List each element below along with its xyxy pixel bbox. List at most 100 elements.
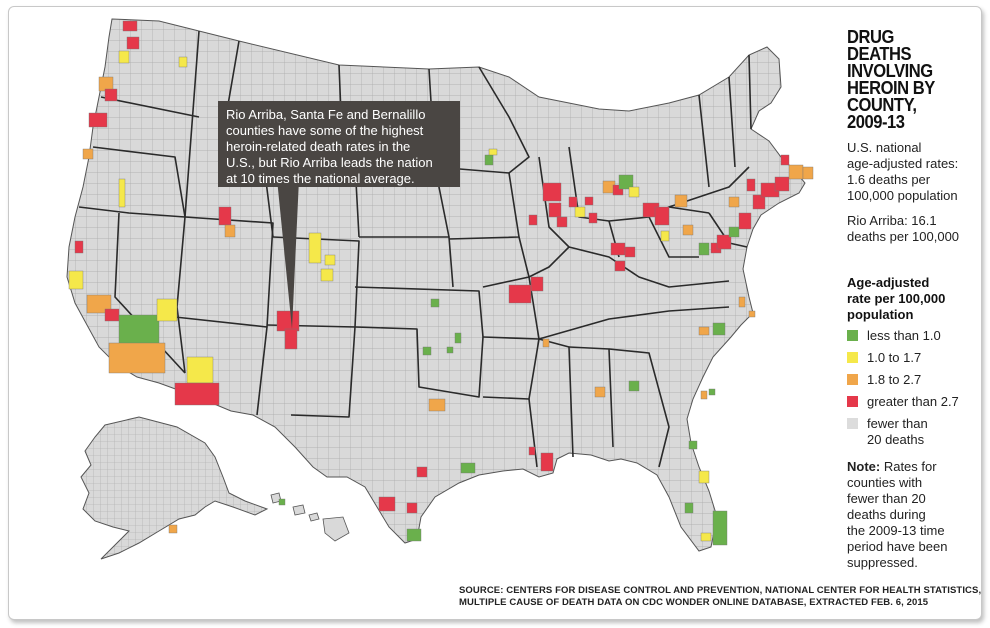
highlighted-county (728, 196, 740, 208)
highlighted-county (430, 298, 440, 308)
title-line: INVOLVING (847, 61, 933, 81)
highlighted-county (584, 196, 594, 206)
legend-swatch-orange (847, 374, 858, 385)
legend-swatch-red (847, 396, 858, 407)
highlighted-county (88, 112, 108, 128)
highlighted-county (284, 328, 298, 350)
highlighted-county (738, 212, 752, 230)
legend-label: greater than 2.7 (867, 394, 959, 409)
callout-pointer (277, 179, 299, 329)
highlighted-county (588, 212, 598, 224)
highlighted-county (488, 148, 498, 156)
highlighted-county (168, 524, 178, 534)
callout-line: U.S., but Rio Arriba leads the nation (226, 155, 433, 170)
highlighted-county (74, 240, 84, 254)
highlighted-county (712, 510, 728, 546)
highlighted-county (618, 174, 634, 190)
highlighted-county (186, 356, 214, 384)
map-title: DRUG DEATHS INVOLVING HEROIN BY COUNTY, … (847, 27, 976, 132)
highlighted-county (86, 294, 112, 314)
legend-label: less than 1.0 (867, 328, 941, 343)
note-text: Note: Rates for counties with fewer than… (847, 459, 981, 571)
note-line: suppressed. (847, 555, 918, 570)
highlighted-county (422, 346, 432, 356)
title-line: DEATHS (847, 44, 912, 64)
highlighted-county (276, 310, 300, 332)
note-label: Note: (847, 459, 881, 474)
highlighted-county (542, 182, 562, 202)
highlighted-county (660, 230, 670, 242)
callout-line: at 10 times the national average. (226, 171, 415, 186)
highlighted-county (406, 502, 418, 514)
legend-label: fewer than (867, 416, 928, 431)
title-line: 2009-13 (847, 112, 905, 132)
rio-arriba-line: deaths per 100,000 (847, 229, 960, 244)
highlighted-county (698, 326, 710, 336)
legend-title-line: rate per 100,000 (847, 291, 946, 306)
highlighted-county (278, 498, 286, 506)
highlighted-county (508, 284, 532, 304)
highlighted-county (788, 164, 804, 180)
highlighted-county (416, 466, 428, 478)
legend-title-line: Age-adjusted (847, 275, 930, 290)
national-rate-line: U.S. national (847, 140, 922, 155)
highlighted-county (746, 178, 756, 192)
note-line: period have been (847, 539, 948, 554)
highlighted-county (218, 206, 232, 226)
highlighted-county (446, 346, 454, 354)
highlighted-county (126, 36, 140, 50)
title-line: DRUG (847, 27, 894, 47)
highlighted-county (738, 296, 746, 308)
source-line: MULTIPLE CAUSE OF DEATH DATA ON CDC WOND… (459, 597, 929, 608)
highlighted-county (628, 380, 640, 392)
highlighted-county (156, 298, 178, 322)
us-county-map (66, 18, 814, 560)
highlighted-county (628, 186, 640, 198)
highlighted-county (556, 216, 568, 228)
highlighted-county (122, 20, 138, 32)
highlighted-county (484, 154, 494, 166)
map-frame: DRUG DEATHS INVOLVING HEROIN BY COUNTY, … (8, 6, 982, 620)
highlighted-county (716, 234, 732, 250)
rio-arriba-rate-text: Rio Arriba: 16.1 deaths per 100,000 (847, 213, 981, 245)
highlighted-county (68, 270, 84, 290)
highlighted-county (614, 260, 626, 272)
highlighted-county (698, 242, 710, 256)
legend-swatch-gray (847, 418, 858, 429)
highlighted-county (528, 446, 536, 456)
highlighted-county (624, 246, 636, 258)
highlighted-county (178, 56, 188, 68)
highlighted-county (118, 314, 160, 346)
source-credit: SOURCE: CENTERS FOR DISEASE CONTROL AND … (459, 585, 981, 609)
rio-arriba-callout: Rio Arriba, Santa Fe and Bernalillo coun… (218, 101, 460, 187)
highlighted-county (574, 206, 586, 218)
highlighted-county (460, 462, 476, 474)
highlighted-county (712, 322, 726, 336)
highlighted-county (454, 332, 462, 344)
national-rate-text: U.S. national age-adjusted rates: 1.6 de… (847, 140, 981, 204)
legend-swatch-yellow (847, 352, 858, 363)
highlighted-county (780, 154, 790, 166)
national-rate-line: age-adjusted rates: (847, 156, 959, 171)
highlighted-county (654, 206, 670, 226)
hawaii-islands (270, 492, 350, 542)
callout-line: heroin-related death rates in the (226, 139, 411, 154)
legend-title-line: population (847, 307, 914, 322)
callout-line: counties have some of the highest (226, 123, 424, 138)
highlighted-county (700, 390, 708, 400)
note-line: Rates for (880, 459, 937, 474)
highlighted-county (594, 386, 606, 398)
highlighted-county (748, 310, 756, 318)
highlighted-county (104, 88, 118, 102)
highlighted-county (324, 254, 336, 266)
county-highlights (68, 20, 814, 546)
highlighted-county (682, 224, 694, 236)
legend-label: 1.8 to 2.7 (867, 372, 922, 387)
highlighted-county (728, 226, 740, 238)
highlighted-county (700, 532, 712, 542)
note-line: counties with (847, 475, 923, 490)
note-line: fewer than 20 (847, 491, 926, 506)
highlighted-county (774, 176, 790, 192)
legend-swatch-green (847, 330, 858, 341)
highlighted-county (528, 214, 538, 226)
